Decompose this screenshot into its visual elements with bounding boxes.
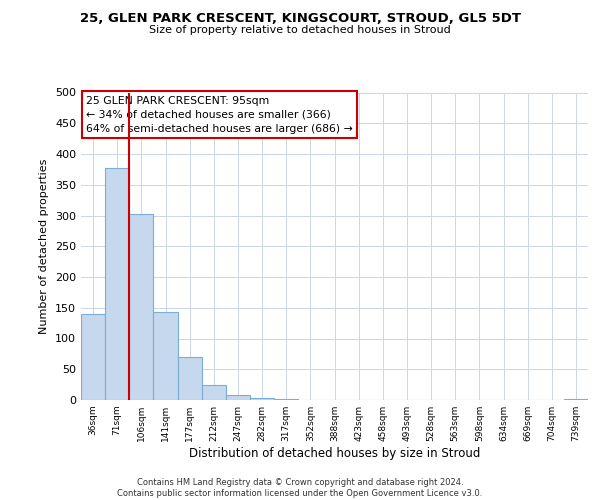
Text: Contains HM Land Registry data © Crown copyright and database right 2024.
Contai: Contains HM Land Registry data © Crown c…: [118, 478, 482, 498]
Text: 25, GLEN PARK CRESCENT, KINGSCOURT, STROUD, GL5 5DT: 25, GLEN PARK CRESCENT, KINGSCOURT, STRO…: [79, 12, 521, 26]
Bar: [202, 384, 226, 400]
Bar: [105, 168, 129, 400]
Text: 25 GLEN PARK CRESCENT: 95sqm
← 34% of detached houses are smaller (366)
64% of s: 25 GLEN PARK CRESCENT: 95sqm ← 34% of de…: [86, 96, 353, 134]
Y-axis label: Number of detached properties: Number of detached properties: [40, 158, 49, 334]
Bar: [129, 214, 154, 400]
Bar: [81, 314, 105, 400]
Bar: [178, 357, 202, 400]
X-axis label: Distribution of detached houses by size in Stroud: Distribution of detached houses by size …: [189, 447, 480, 460]
Text: Size of property relative to detached houses in Stroud: Size of property relative to detached ho…: [149, 25, 451, 35]
Bar: [154, 312, 178, 400]
Bar: [250, 398, 274, 400]
Bar: [226, 395, 250, 400]
Bar: [564, 399, 588, 400]
